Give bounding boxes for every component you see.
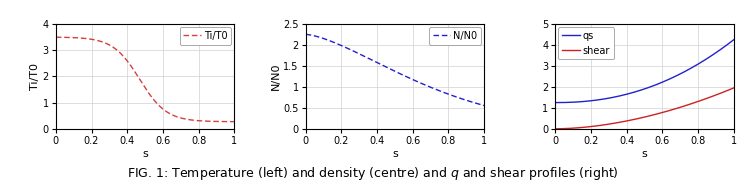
qs: [635, 89, 644, 91]
Legend: N/N0: N/N0: [429, 27, 481, 45]
qs: [729, 38, 738, 41]
shear: [729, 87, 738, 89]
shear: [725, 89, 734, 91]
qs: [725, 42, 734, 44]
Legend: Ti/T0: Ti/T0: [180, 27, 232, 45]
Line: shear: shear: [556, 88, 734, 129]
X-axis label: s: s: [142, 148, 148, 159]
Y-axis label: N/N0: N/N0: [270, 63, 280, 90]
Legend: qs, shear: qs, shear: [558, 27, 614, 59]
X-axis label: s: s: [641, 148, 647, 159]
qs: [647, 85, 656, 87]
qs: [637, 89, 646, 91]
qs: [551, 102, 560, 104]
shear: [697, 99, 706, 101]
Y-axis label: Ti/T0: Ti/T0: [30, 63, 40, 90]
Text: FIG. 1: Temperature (left) and density (centre) and $q$ and shear profiles (righ: FIG. 1: Temperature (left) and density (…: [127, 165, 618, 182]
shear: [637, 117, 646, 119]
shear: [551, 128, 560, 130]
X-axis label: s: s: [392, 148, 398, 159]
shear: [635, 117, 644, 119]
Line: qs: qs: [556, 40, 734, 103]
shear: [657, 112, 666, 114]
qs: [657, 81, 666, 84]
shear: [647, 114, 656, 116]
qs: [697, 61, 706, 63]
